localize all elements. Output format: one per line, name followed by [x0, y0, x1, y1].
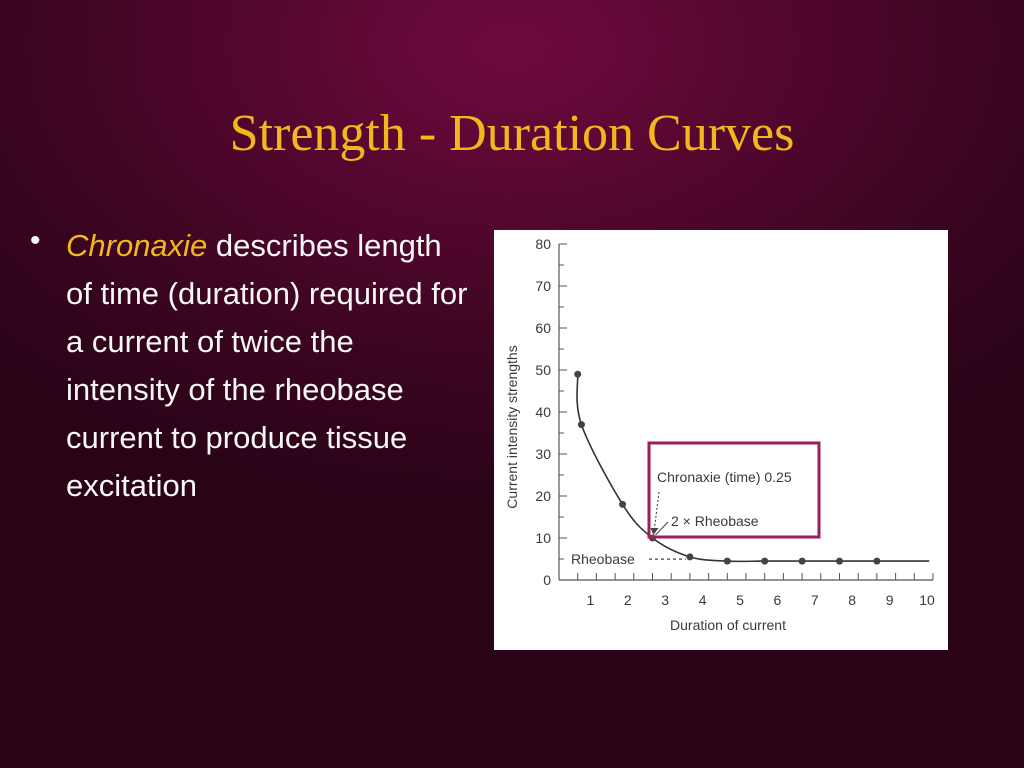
y-tick-label: 80: [535, 236, 551, 252]
y-tick-label: 70: [535, 278, 551, 294]
y-tick-label: 60: [535, 320, 551, 336]
two-rheobase-pointer-line: [655, 521, 669, 536]
x-tick-label: 5: [736, 592, 744, 608]
x-tick-label: 10: [919, 592, 935, 608]
data-point: [723, 557, 731, 565]
data-point: [761, 557, 769, 565]
bullet-point: • Chronaxie describes length of time (du…: [30, 222, 470, 510]
data-point: [619, 500, 627, 508]
strength-duration-figure: 0 10 20 30 40 50 60 70 80 1 2 3 4 5 6 7 8 9 10 Duration of …: [494, 230, 948, 650]
data-point: [574, 370, 582, 378]
data-point: [577, 421, 585, 429]
x-tick-label: 1: [587, 592, 595, 608]
bullet-dot-icon: •: [30, 224, 41, 257]
y-tick-label: 20: [535, 488, 551, 504]
x-tick-label: 3: [661, 592, 669, 608]
chronaxie-pointer-line: [653, 491, 660, 529]
bullet-text: Chronaxie describes length of time (dura…: [66, 222, 470, 510]
y-tick-label: 0: [543, 572, 551, 588]
x-axis-title: Duration of current: [670, 617, 786, 633]
y-tick-label: 10: [535, 530, 551, 546]
data-point: [873, 557, 881, 565]
x-tick-label: 2: [624, 592, 632, 608]
y-tick-label: 30: [535, 446, 551, 462]
x-tick-label: 7: [811, 592, 819, 608]
data-point: [836, 557, 843, 565]
bullet-description: describes length of time (duration) requ…: [66, 228, 468, 503]
y-tick-label: 50: [535, 362, 551, 378]
chronaxie-arrowhead-icon: [650, 528, 659, 535]
strength-duration-chart: 0 10 20 30 40 50 60 70 80 1 2 3 4 5 6 7 8 9 10 Duration of …: [504, 236, 935, 633]
x-tick-label: 8: [848, 592, 856, 608]
x-tick-label: 4: [699, 592, 707, 608]
x-tick-label: 6: [774, 592, 782, 608]
chronaxie-term: Chronaxie: [66, 228, 208, 263]
y-tick-label: 40: [535, 404, 551, 420]
rheobase-label: Rheobase: [571, 551, 635, 567]
two-rheobase-label: 2 × Rheobase: [671, 513, 759, 529]
slide-title: Strength - Duration Curves: [229, 105, 795, 162]
data-point: [686, 553, 694, 561]
strength-duration-curve: [576, 374, 930, 563]
chronaxie-highlight-box: [647, 441, 821, 539]
data-point: [798, 557, 806, 565]
x-tick-label: 9: [886, 592, 894, 608]
y-axis-title: Current intensity strengths: [504, 345, 520, 508]
chronaxie-label: Chronaxie (time) 0.25: [657, 469, 792, 485]
